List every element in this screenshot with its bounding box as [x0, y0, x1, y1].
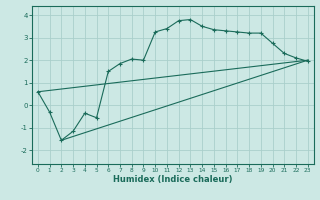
X-axis label: Humidex (Indice chaleur): Humidex (Indice chaleur) [113, 175, 233, 184]
